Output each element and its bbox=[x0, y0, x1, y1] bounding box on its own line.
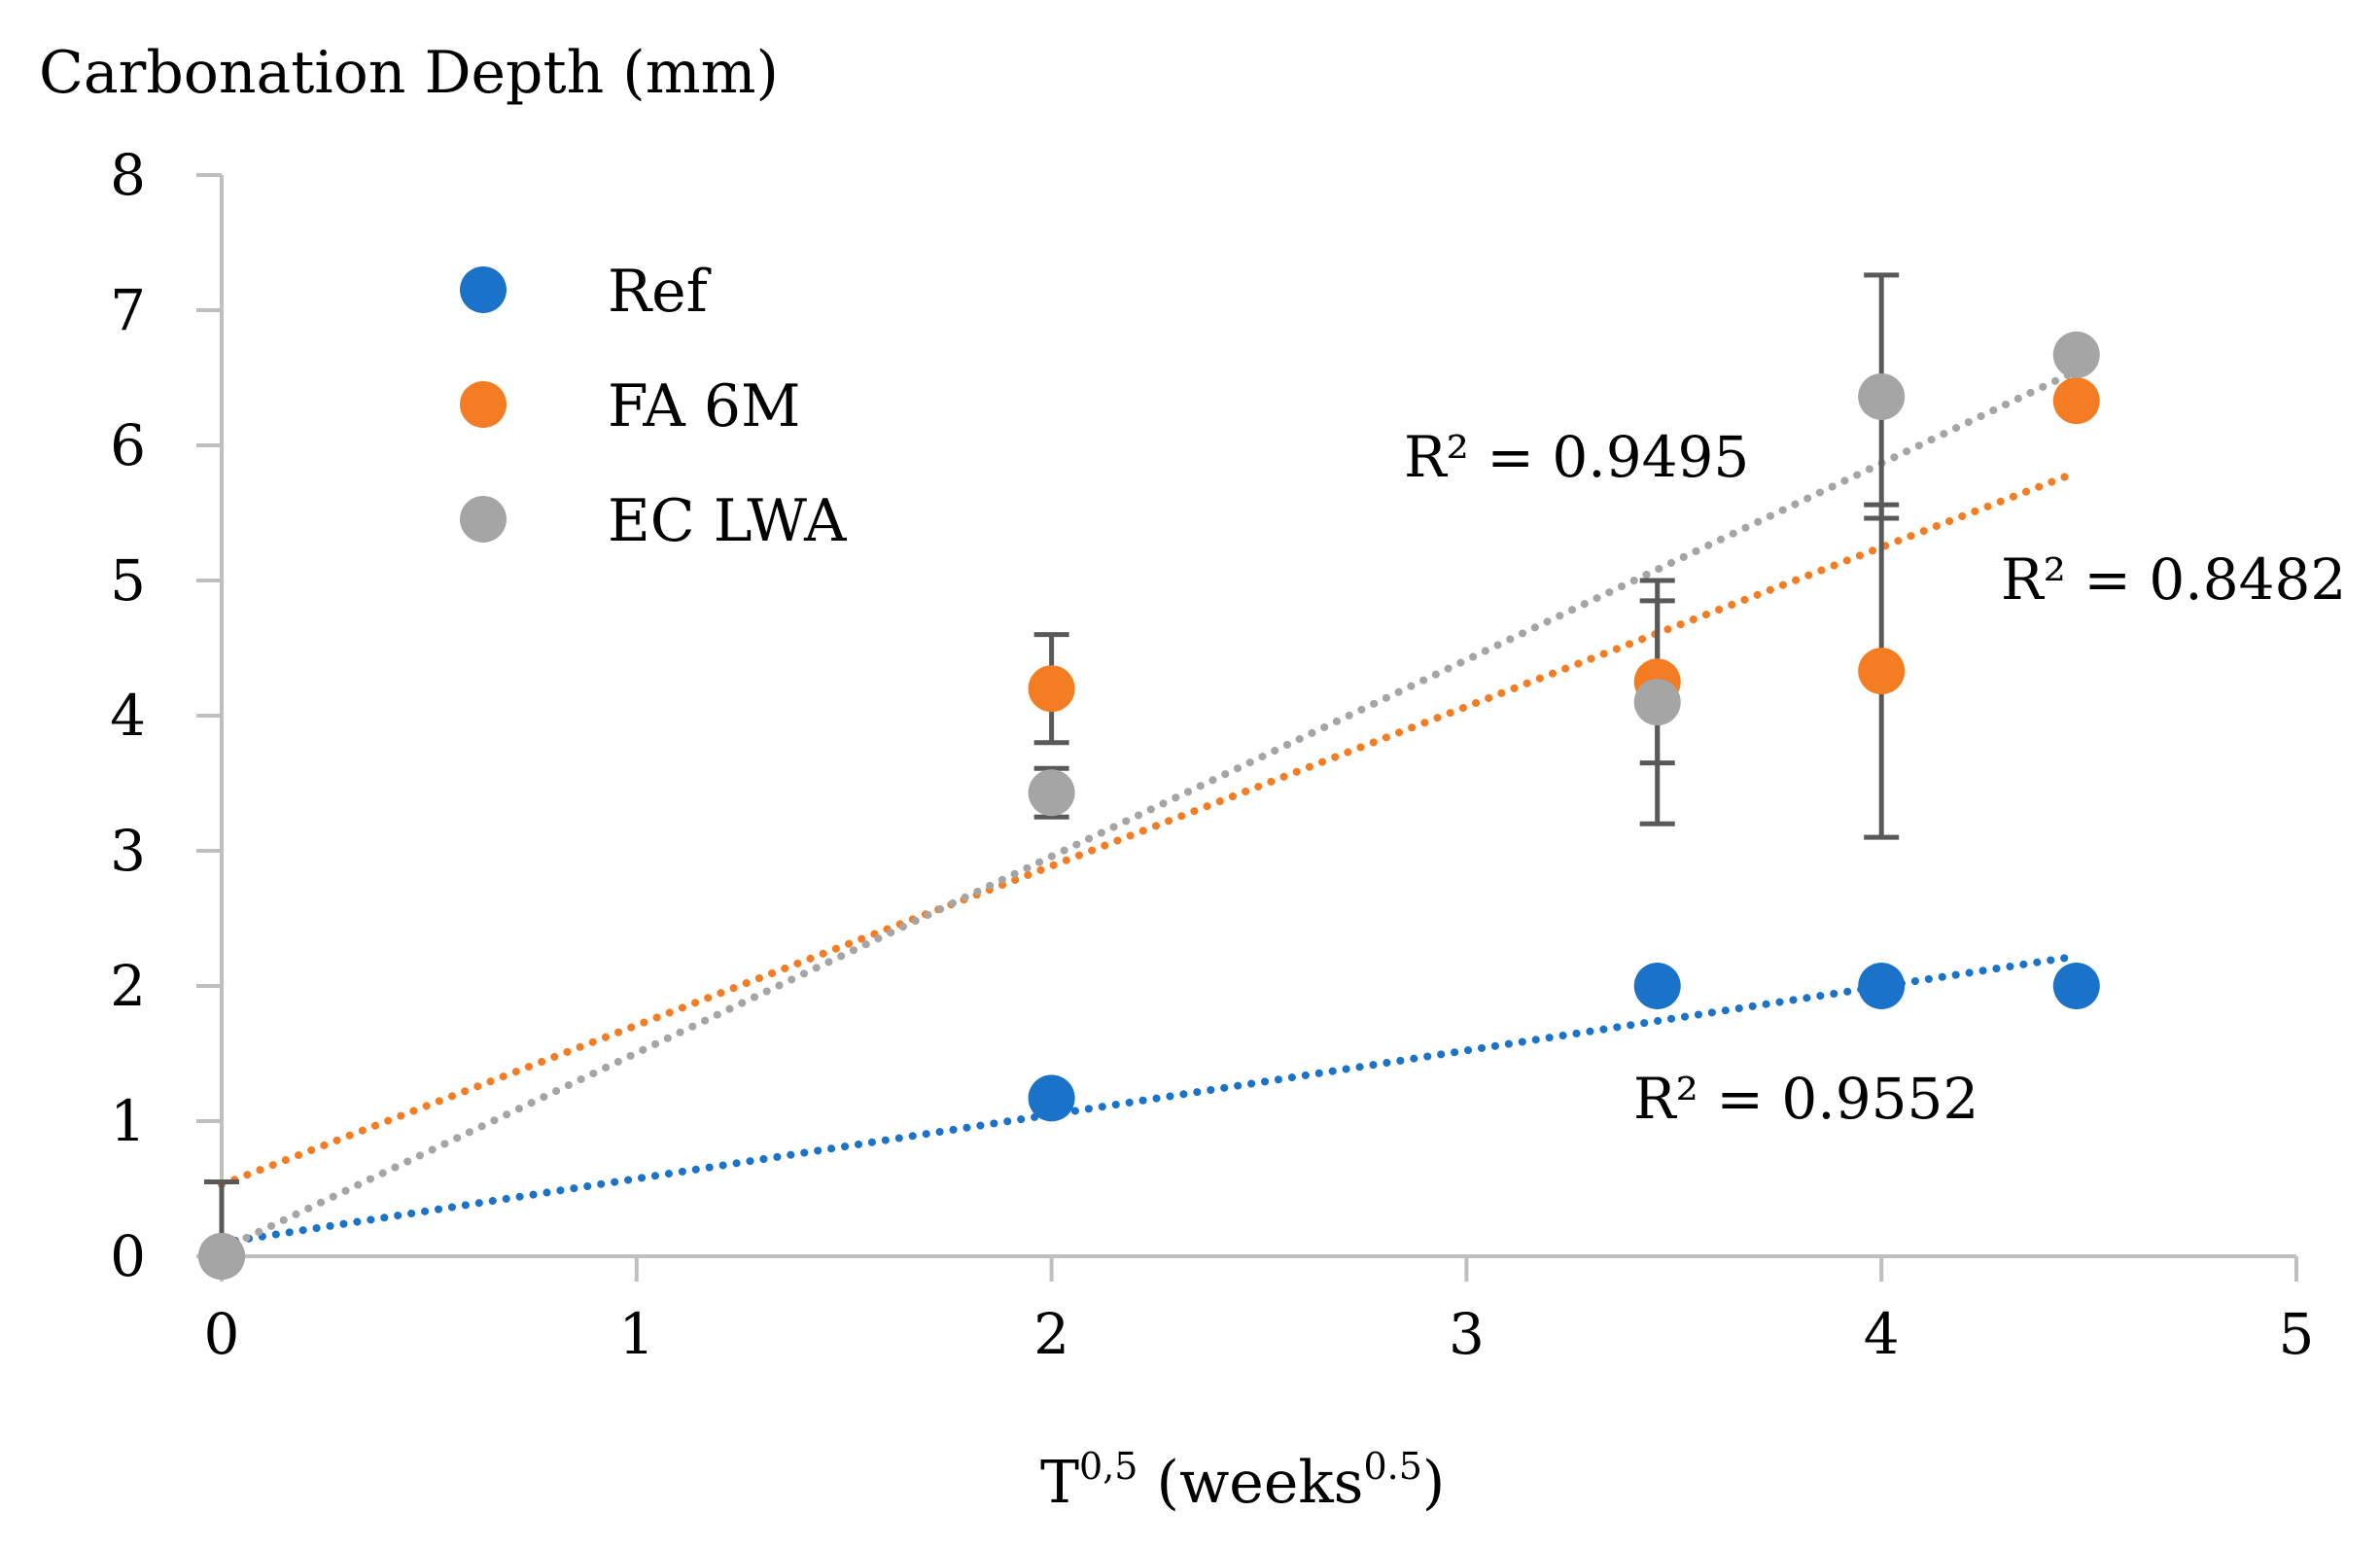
point-ref bbox=[1858, 963, 1906, 1009]
legend-marker bbox=[460, 496, 507, 543]
legend-label: FA 6M bbox=[608, 372, 800, 440]
point-fa-6m bbox=[1028, 665, 1075, 713]
y-tick-label: 8 bbox=[110, 142, 146, 208]
y-tick-label: 5 bbox=[110, 547, 146, 614]
legend-marker bbox=[460, 381, 507, 428]
point-fa-6m bbox=[1858, 648, 1906, 695]
x-axis-label-unit-sup: 0.5 bbox=[1363, 1445, 1421, 1488]
r2-label-fa-6m: R² = 0.8482 bbox=[2001, 546, 2346, 613]
point-ec-lwa bbox=[198, 1233, 245, 1280]
legend: Ref FA 6M EC LWA bbox=[460, 258, 847, 555]
point-ec-lwa bbox=[1858, 372, 1906, 420]
x-tick-label: 5 bbox=[2279, 1301, 2315, 1367]
y-tick-label: 1 bbox=[110, 1088, 146, 1154]
x-axis-label-end: ) bbox=[1422, 1449, 1445, 1517]
point-fa-6m bbox=[2052, 377, 2100, 425]
y-tick-label: 6 bbox=[110, 412, 146, 478]
legend-label: Ref bbox=[608, 258, 712, 326]
point-ec-lwa bbox=[1028, 769, 1075, 817]
x-axis-label: T0,5 (weeks0.5) bbox=[1040, 1445, 1445, 1517]
r2-label-ref: R² = 0.9552 bbox=[1633, 1066, 1978, 1132]
point-ref bbox=[2052, 963, 2100, 1009]
x-tick-label: 4 bbox=[1864, 1301, 1900, 1367]
data-points bbox=[198, 331, 2100, 1280]
y-tick-label: 4 bbox=[110, 683, 146, 749]
point-ec-lwa bbox=[2052, 331, 2100, 378]
axes: 0 1 2 3 4 5 6 7 8 0 1 2 3 4 5 bbox=[110, 142, 2314, 1367]
trendlines bbox=[218, 367, 2081, 1254]
r2-label-ec-lwa: R² = 0.9495 bbox=[1404, 424, 1749, 490]
legend-marker bbox=[460, 266, 507, 313]
legend-label: EC LWA bbox=[608, 487, 847, 555]
trendline-ref bbox=[218, 952, 2081, 1248]
point-ref bbox=[1633, 963, 1681, 1009]
x-axis-label-sup: 0,5 bbox=[1079, 1445, 1138, 1488]
point-ref bbox=[1028, 1074, 1075, 1122]
r2-labels: R² = 0.9552 R² = 0.8482 R² = 0.9495 bbox=[1404, 424, 2346, 1132]
y-tick-label: 3 bbox=[110, 818, 146, 884]
point-ec-lwa bbox=[1633, 679, 1681, 726]
x-tick-label: 0 bbox=[204, 1301, 240, 1367]
chart-title: Carbonation Depth (mm) bbox=[39, 39, 779, 107]
trendline-ec-lwa bbox=[218, 367, 2081, 1254]
x-tick-label: 1 bbox=[618, 1301, 654, 1367]
x-tick-label: 2 bbox=[1033, 1301, 1069, 1367]
x-tick-label: 3 bbox=[1449, 1301, 1485, 1367]
x-axis-label-base: T bbox=[1040, 1449, 1079, 1517]
y-tick-label: 7 bbox=[110, 277, 146, 343]
y-tick-label: 0 bbox=[110, 1223, 146, 1289]
x-axis-label-unit: (weeks bbox=[1138, 1449, 1363, 1517]
trendline-fa-6m bbox=[218, 468, 2081, 1189]
y-tick-label: 2 bbox=[110, 953, 146, 1019]
